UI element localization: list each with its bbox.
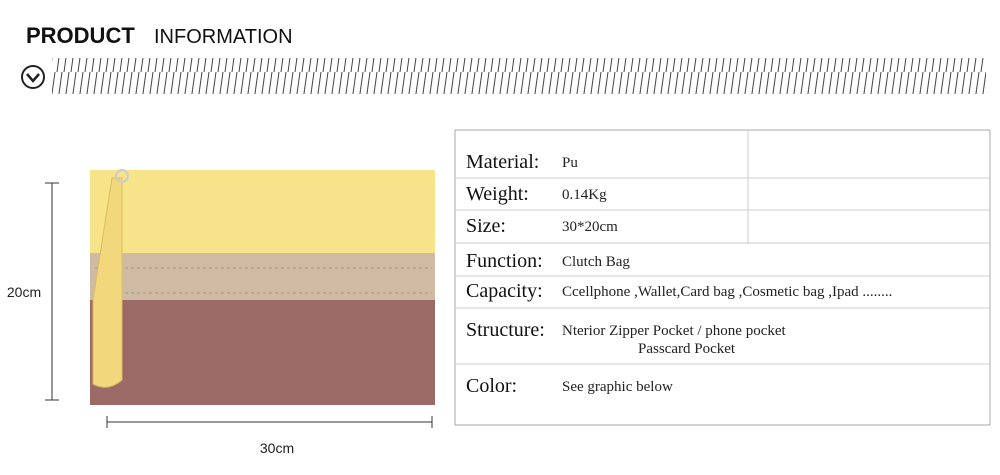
row-label: Structure:	[466, 319, 545, 341]
hatch-divider	[52, 58, 986, 94]
row-label: Function:	[466, 250, 543, 272]
row-value: Nterior Zipper Pocket / phone pocket	[562, 323, 787, 339]
row-value: Ccellphone ,Wallet,Card bag ,Cosmetic ba…	[562, 284, 892, 300]
row-label: Material:	[466, 151, 539, 173]
row-label: Size:	[466, 215, 506, 237]
title-bold: PRODUCT	[26, 23, 135, 48]
dim-height: 20cm	[7, 284, 41, 300]
row-value: Passcard Pocket	[638, 341, 736, 357]
icon-circle	[21, 65, 45, 89]
row-label: Weight:	[466, 183, 529, 205]
dim-width: 30cm	[260, 440, 294, 456]
row-label: Capacity:	[466, 280, 543, 302]
icon-chevron	[26, 73, 40, 83]
table-box	[454, 129, 991, 426]
bag-yellow	[90, 170, 435, 254]
bag-strap	[92, 177, 123, 388]
bag-mauve	[90, 300, 435, 405]
bag-tan	[90, 253, 435, 301]
dim-label-bg	[2, 282, 46, 302]
row-value: See graphic below	[562, 379, 673, 395]
row-value: Clutch Bag	[562, 254, 630, 270]
row-value: 0.14Kg	[562, 187, 607, 203]
zipper-ring	[115, 169, 129, 183]
row-label: Color:	[466, 375, 517, 397]
row-value: 30*20cm	[562, 219, 618, 235]
row-value: Pu	[562, 155, 578, 171]
title-light: INFORMATION	[154, 26, 293, 48]
